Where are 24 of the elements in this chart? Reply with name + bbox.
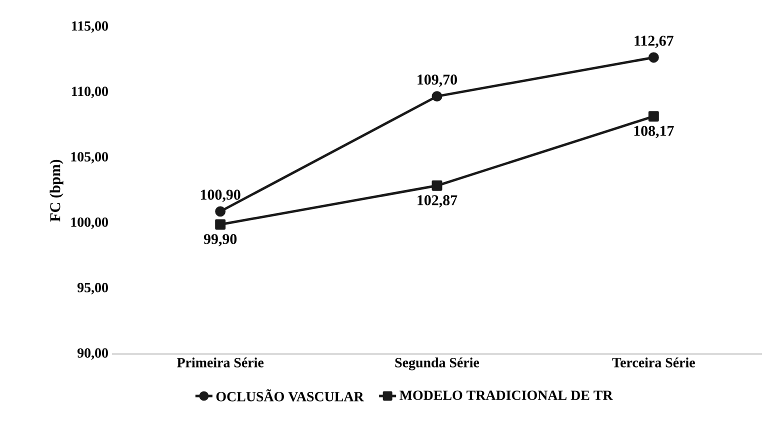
data-label: 108,17 [634,126,674,138]
x-tick-label: Terceira Série [612,358,695,368]
data-label: 109,70 [418,74,457,87]
y-tick-label: 110,00 [72,86,108,98]
y-tick-label: 100,00 [71,217,108,229]
data-label: 100,90 [200,190,240,202]
y-tick-label: 105,00 [71,152,108,164]
y-axis-title: FC (bpm) [50,160,64,222]
data-label: 99,90 [204,234,237,246]
data-label: 102,87 [418,195,458,208]
x-tick-label: Primeira Série [177,358,264,368]
x-tick-label: Segunda Série [395,358,480,370]
y-tick-label: 115,00 [72,21,108,33]
point [648,52,659,63]
point [432,91,442,102]
y-tick-label: 90,00 [77,348,108,360]
y-tick-label: 95,00 [77,282,108,294]
data-label: 112,67 [634,36,674,48]
legend-label: MODELO TRADICIONAL DE TR [400,390,613,400]
point [215,219,226,230]
point [432,180,442,191]
legend-label: OCLUSÃO VASCULAR [216,389,364,402]
point [215,206,226,217]
point [648,111,659,122]
